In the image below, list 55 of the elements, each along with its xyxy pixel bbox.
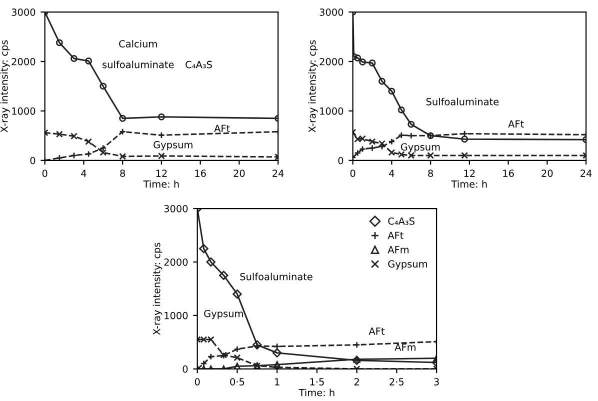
x-tick-label: 0	[350, 170, 356, 177]
annotation: Gypsum	[400, 143, 440, 152]
x-axis-title: Time: h	[451, 180, 487, 188]
y-tick-label: 1000	[320, 107, 344, 115]
annotation: AFt	[214, 124, 230, 132]
y-tick-label: 0	[182, 365, 188, 373]
y-tick-label: 3000	[320, 8, 344, 16]
x-tick-label: 4	[81, 170, 86, 177]
x-tick-label: 3	[434, 378, 439, 386]
x-tick-label: 2	[354, 378, 359, 386]
annotation: Gypsum	[204, 310, 243, 320]
x-tick-label: 16	[195, 170, 206, 177]
legend-label: Gypsum	[388, 260, 427, 270]
annotation: Sulfoaluminate	[426, 98, 499, 106]
x-tick-label: 16	[503, 170, 514, 177]
x-tick-label: 8	[428, 170, 433, 177]
x-tick-label: 24	[272, 170, 284, 177]
x-axis-title: Time: h	[143, 180, 179, 188]
y-tick-label: 1000	[12, 107, 36, 115]
x-tick-label: 12	[464, 170, 475, 177]
y-tick-label: 2000	[320, 58, 344, 66]
legend-label: AFm	[388, 246, 409, 254]
annotation: AFt	[368, 328, 385, 335]
y-tick-label: 0	[30, 156, 36, 164]
x-tick-label: 0·5	[230, 378, 244, 386]
x-tick-label: 0	[194, 378, 200, 386]
legend-label: AFt	[388, 232, 404, 239]
annotation: AFm	[394, 344, 416, 351]
legend-label: C₄A₃S̄	[388, 217, 414, 225]
y-tick-label: 2000	[12, 58, 36, 66]
x-tick-label: 2·5	[390, 378, 404, 386]
x-tick-label: 8	[120, 170, 126, 177]
x-tick-label: 0	[42, 170, 48, 177]
x-tick-label: 20	[542, 170, 553, 177]
x-tick-label: 20	[234, 170, 245, 177]
x-axis-title: Time: h	[298, 388, 334, 396]
x-tick-label: 24	[580, 170, 592, 177]
x-tick-label: 1·5	[310, 378, 324, 386]
x-tick-label: 4	[389, 170, 394, 177]
y-tick-label: 3000	[12, 8, 36, 16]
annotation: Calcium	[119, 40, 157, 48]
y-axis-title: X-ray intensity: cps	[308, 40, 318, 132]
annotation: Gypsum	[154, 141, 192, 150]
y-tick-label: 1000	[164, 312, 188, 320]
annotation: C₄A₃S̄	[186, 60, 212, 68]
annotation: AFt	[508, 120, 524, 128]
annotation: Sulfoaluminate	[240, 272, 312, 280]
y-tick-label: 2000	[164, 258, 188, 266]
y-axis-title: X-ray intensity: cps	[0, 40, 10, 132]
y-axis-title: X-ray intensity: cps	[152, 242, 162, 335]
y-tick-label: 3000	[164, 205, 188, 212]
annotation: sulfoaluminate	[102, 60, 174, 68]
y-tick-label: 0	[338, 156, 344, 164]
x-tick-label: 12	[156, 170, 167, 177]
x-tick-label: 1	[275, 378, 280, 386]
